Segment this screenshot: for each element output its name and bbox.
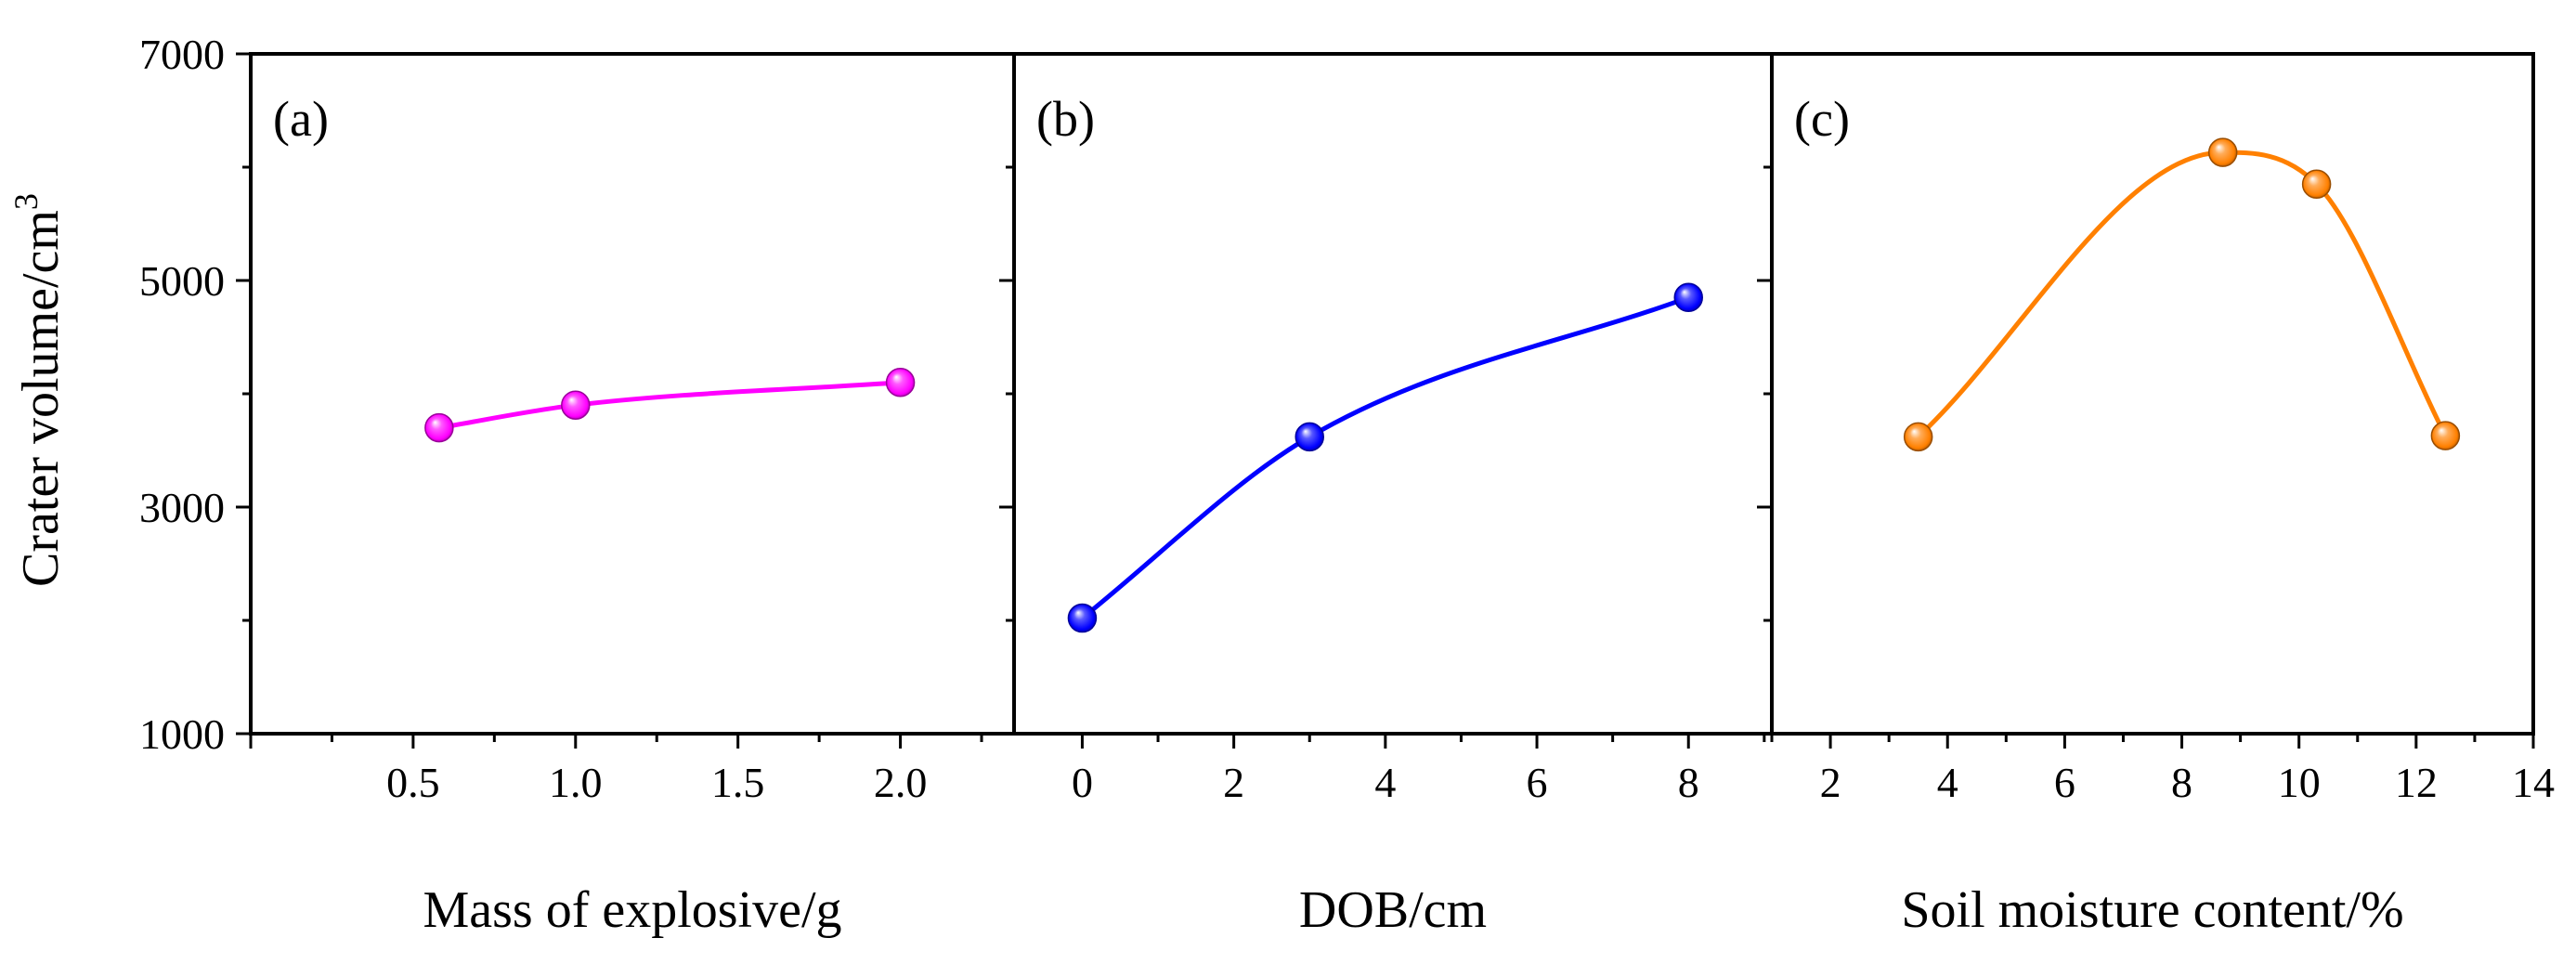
x-tick-label-1: 8 bbox=[1678, 759, 1699, 806]
y-tick-label: 3000 bbox=[139, 484, 225, 531]
series-line-0 bbox=[436, 380, 904, 431]
data-point-2-3 bbox=[2430, 421, 2461, 450]
y-tick-label: 1000 bbox=[139, 710, 225, 758]
x-axis-label-0: Mass of explosive/g bbox=[423, 881, 841, 939]
x-tick-label-1: 2 bbox=[1223, 759, 1244, 806]
y-axis-label-text: Crater volume/cm bbox=[12, 210, 70, 587]
data-point-0-1 bbox=[561, 390, 591, 420]
data-point-1-0 bbox=[1067, 603, 1098, 633]
x-tick-label-0: 2.0 bbox=[874, 759, 928, 806]
data-point-2-2 bbox=[2301, 169, 2332, 200]
x-tick-label-1: 6 bbox=[1527, 759, 1548, 806]
x-tick-label-2: 2 bbox=[1820, 759, 1841, 806]
series-line-2 bbox=[1916, 150, 2448, 439]
x-tick-label-1: 4 bbox=[1374, 759, 1396, 806]
y-axis-label: Crater volume/cm3 bbox=[7, 193, 70, 587]
series-line-1 bbox=[1079, 294, 1691, 621]
data-point-2-1 bbox=[2207, 137, 2238, 167]
x-tick-label-2: 10 bbox=[2278, 759, 2321, 806]
text-layer: 1000 3000 5000 7000 0.5 1.0 1.5 2.0 Mass of expl… bbox=[7, 31, 2555, 939]
x-tick-label-0: 1.0 bbox=[549, 759, 603, 806]
x-axis-label-2: Soil moisture content/% bbox=[1901, 881, 2403, 939]
frame-layer bbox=[236, 52, 2535, 749]
x-tick-label-2: 12 bbox=[2395, 759, 2438, 806]
data-point-2-0 bbox=[1903, 422, 1933, 452]
y-tick-label: 5000 bbox=[139, 257, 225, 305]
data-point-0-0 bbox=[424, 412, 454, 443]
y-axis-label-superscript: 3 bbox=[7, 193, 45, 210]
x-tick-label-2: 6 bbox=[2054, 759, 2075, 806]
x-tick-label-0: 0.5 bbox=[386, 759, 440, 806]
x-axis-label-1: DOB/cm bbox=[1299, 881, 1487, 939]
y-tick-label: 7000 bbox=[139, 31, 225, 78]
curves-layer bbox=[436, 150, 2448, 621]
panel-frame-2 bbox=[1770, 52, 2535, 736]
panel-label-0: (a) bbox=[273, 91, 329, 147]
panel-label-2: (c) bbox=[1794, 91, 1850, 147]
x-tick-label-2: 4 bbox=[1937, 759, 1958, 806]
data-point-1-2 bbox=[1673, 282, 1703, 313]
panel-label-1: (b) bbox=[1036, 91, 1095, 147]
x-tick-label-0: 1.5 bbox=[711, 759, 765, 806]
data-point-0-2 bbox=[885, 368, 916, 397]
x-tick-label-1: 0 bbox=[1072, 759, 1093, 806]
points-layer bbox=[424, 137, 2461, 633]
data-point-1-1 bbox=[1295, 422, 1324, 452]
x-tick-label-2: 14 bbox=[2512, 759, 2555, 806]
x-tick-label-2: 8 bbox=[2171, 759, 2192, 806]
